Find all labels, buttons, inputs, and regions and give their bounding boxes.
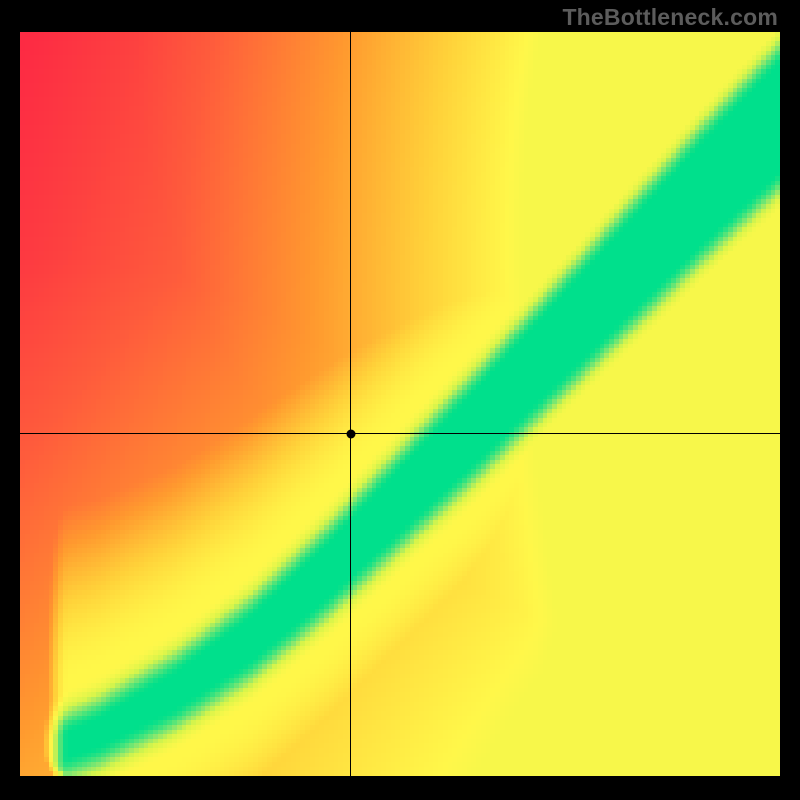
heatmap-canvas bbox=[20, 32, 780, 776]
crosshair-horizontal bbox=[20, 433, 780, 434]
crosshair-marker bbox=[346, 429, 355, 438]
watermark-text: TheBottleneck.com bbox=[562, 4, 778, 31]
crosshair-vertical bbox=[350, 32, 351, 776]
chart-container: TheBottleneck.com bbox=[0, 0, 800, 800]
